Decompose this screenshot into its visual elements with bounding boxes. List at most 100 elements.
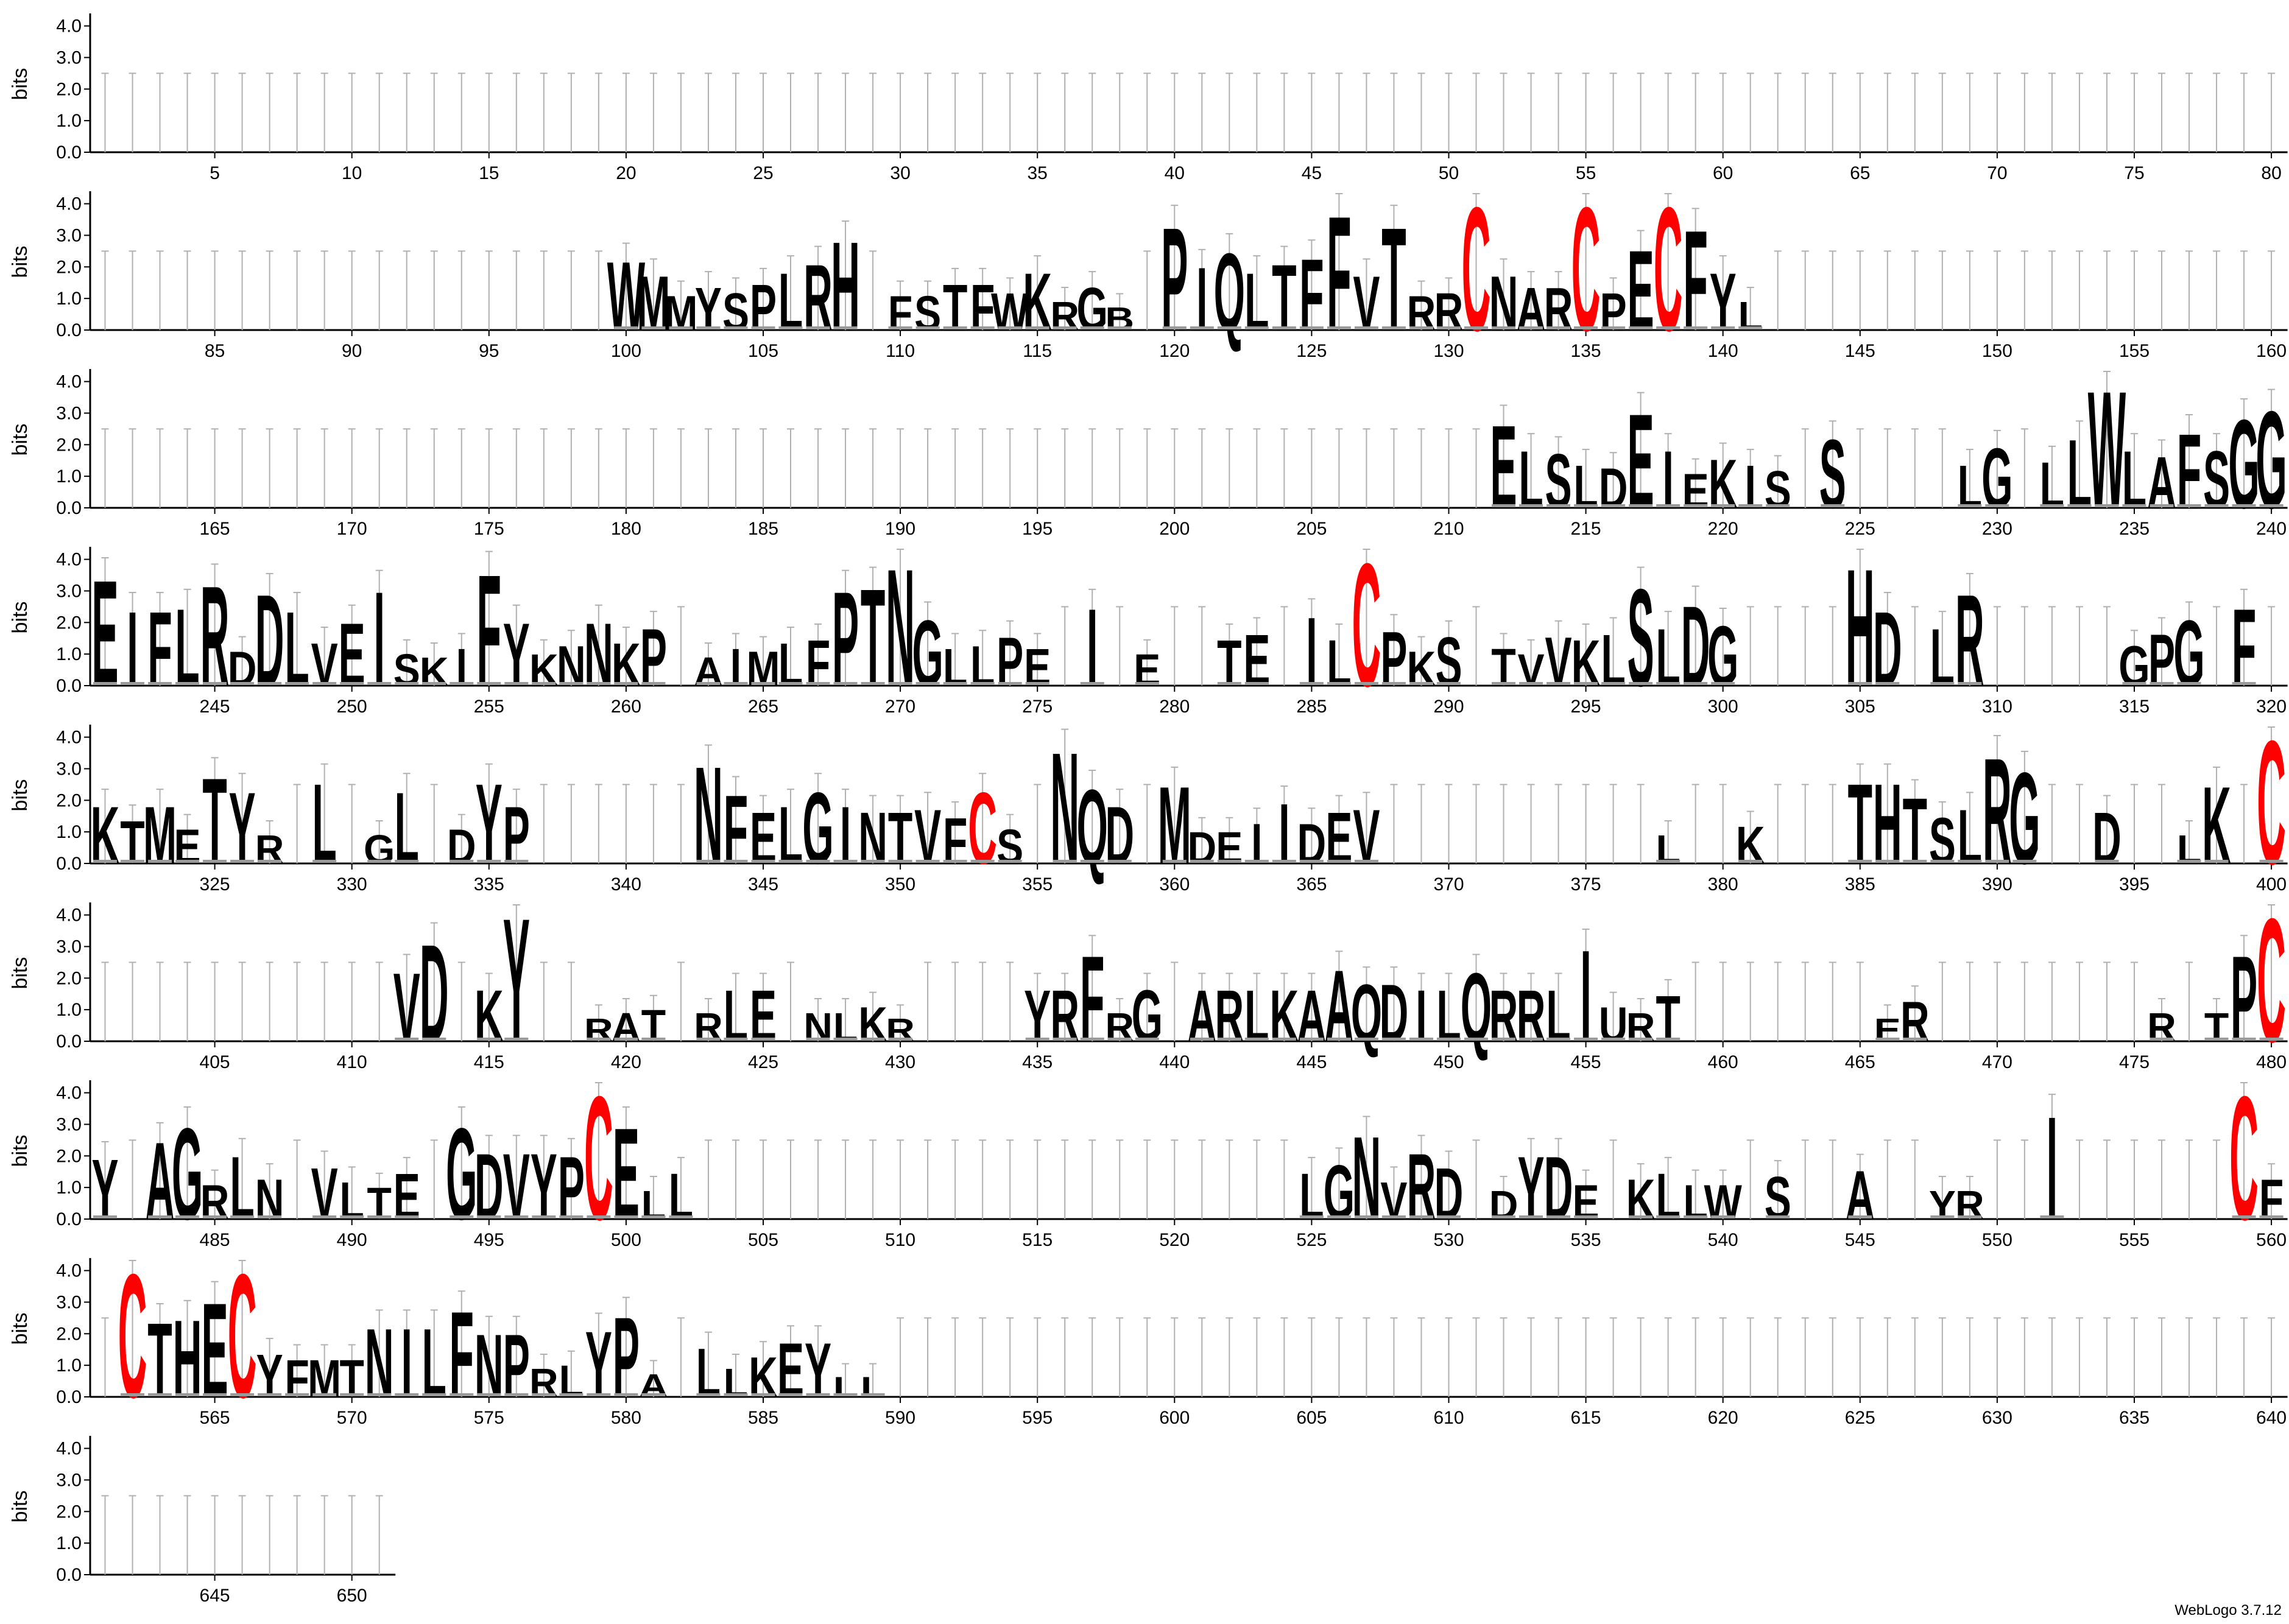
minor-residues	[1107, 860, 1132, 863]
minor-residues	[2122, 682, 2146, 685]
minor-residues	[450, 682, 474, 685]
x-tick-label: 160	[2256, 341, 2287, 361]
minor-residues	[1080, 682, 1104, 685]
minor-residues	[422, 1393, 446, 1396]
minor-residues	[1985, 860, 2009, 863]
y-tick-label: 4.0	[56, 905, 82, 926]
residue-L: L	[422, 1309, 446, 1418]
residue-L: L	[1930, 612, 1955, 703]
minor-residues	[1684, 504, 1708, 507]
residue-Y: Y	[805, 1326, 831, 1413]
minor-residues	[203, 1215, 227, 1218]
minor-residues	[312, 682, 337, 685]
residue-G: G	[912, 602, 943, 706]
residue-K: K	[1736, 816, 1765, 875]
residue-P: P	[750, 270, 777, 343]
minor-residues	[1848, 1215, 1872, 1218]
residue-Q: Q	[1214, 231, 1245, 354]
x-tick-label: 475	[2119, 1052, 2150, 1072]
residue-T: T	[2204, 1005, 2229, 1051]
minor-residues	[2177, 682, 2201, 685]
residue-A: A	[612, 1005, 641, 1051]
x-tick-label: 575	[474, 1408, 504, 1428]
residue-I: I	[2047, 1086, 2058, 1251]
minor-residues	[2259, 860, 2284, 863]
minor-residues	[2040, 1215, 2064, 1218]
x-tick-label: 480	[2256, 1052, 2287, 1072]
minor-residues	[1464, 326, 1489, 329]
residue-E: E	[1243, 619, 1270, 701]
residue-N: N	[886, 535, 915, 722]
x-tick-label: 435	[1022, 1052, 1053, 1072]
minor-residues	[724, 326, 748, 329]
logo-row: 0.0 1.0 2.0 3.0 4.0 bits 165 170 175 180 185 190 195…	[9, 357, 2288, 544]
x-tick-label: 595	[1022, 1408, 1053, 1428]
minor-residues	[477, 1393, 501, 1396]
minor-residues	[641, 326, 666, 329]
y-tick-label: 2.0	[56, 1502, 82, 1522]
minor-residues	[806, 1393, 830, 1396]
minor-residues	[915, 682, 940, 685]
minor-residues	[504, 860, 529, 863]
residue-A: A	[694, 650, 723, 695]
minor-residues	[395, 682, 419, 685]
residue-R: R	[1955, 567, 1984, 714]
minor-residues	[340, 1215, 364, 1218]
minor-residues	[1492, 682, 1516, 685]
residue-Y: Y	[1710, 256, 1737, 348]
minor-residues	[1464, 1038, 1489, 1041]
minor-residues	[1547, 504, 1571, 507]
minor-residues	[504, 1038, 529, 1041]
minor-residues	[669, 326, 693, 329]
minor-residues	[1436, 326, 1461, 329]
x-tick-label: 570	[337, 1408, 367, 1428]
residue-D: D	[1873, 590, 1902, 708]
residue-V: V	[1545, 623, 1572, 700]
residue-W: W	[1704, 1175, 1743, 1230]
minor-residues	[1656, 504, 1681, 507]
minor-residues	[696, 1038, 721, 1041]
minor-residues	[1107, 326, 1132, 329]
x-tick-label: 415	[474, 1052, 504, 1072]
minor-residues	[1190, 860, 1214, 863]
y-tick-label: 1.0	[56, 466, 82, 487]
residue-S: S	[722, 283, 749, 342]
y-tick-label: 4.0	[56, 372, 82, 392]
x-tick-label: 515	[1022, 1230, 1053, 1250]
y-tick-label: 2.0	[56, 1324, 82, 1344]
residue-Y: Y	[503, 605, 530, 705]
y-axis-label: bits	[9, 602, 32, 634]
residue-D: D	[1434, 1153, 1464, 1235]
x-tick-label: 290	[1433, 697, 1464, 717]
minor-residues	[1958, 504, 1982, 507]
minor-residues	[559, 1215, 584, 1218]
residue-T: T	[861, 560, 885, 715]
x-tick-label: 135	[1571, 341, 1601, 361]
residue-C: C	[2229, 1060, 2259, 1257]
minor-residues	[1190, 326, 1214, 329]
residue-K: K	[91, 790, 120, 881]
residue-E: E	[1682, 463, 1709, 519]
residue-Y: Y	[1024, 975, 1051, 1057]
minor-residues	[1601, 682, 1626, 685]
residue-L: L	[1573, 453, 1598, 521]
residue-F: F	[450, 1285, 474, 1423]
x-tick-label: 80	[2261, 163, 2281, 183]
minor-residues	[258, 682, 282, 685]
residue-M: M	[664, 286, 697, 341]
minor-residues	[696, 1393, 721, 1396]
minor-residues	[861, 1393, 885, 1396]
minor-residues	[1656, 860, 1681, 863]
minor-residues	[1409, 1038, 1433, 1041]
minor-residues	[2259, 1215, 2284, 1218]
x-tick-label: 305	[1845, 697, 1875, 717]
x-tick-label: 250	[337, 697, 367, 717]
minor-residues	[2012, 860, 2037, 863]
residue-L: L	[230, 1138, 254, 1239]
minor-residues	[450, 860, 474, 863]
minor-residues	[1354, 860, 1378, 863]
residue-C: C	[1352, 528, 1381, 723]
residue-F: F	[2232, 586, 2256, 709]
residue-D: D	[1599, 457, 1628, 521]
y-tick-label: 3.0	[56, 403, 82, 423]
